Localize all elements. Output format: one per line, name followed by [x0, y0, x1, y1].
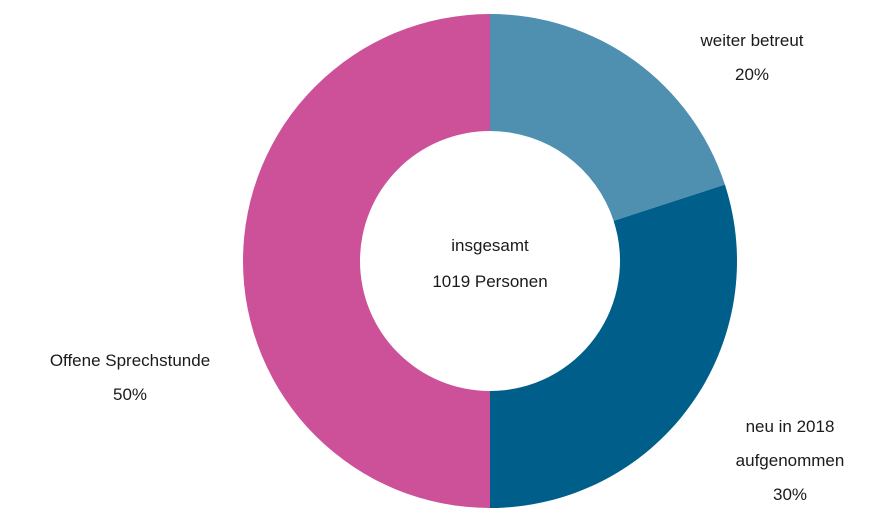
center-line: insgesamt — [451, 236, 529, 255]
slice-name: weiter betreut — [700, 31, 804, 50]
slice-label: Offene Sprechstunde 50% — [0, 344, 260, 412]
slice-label: weiter betreut 20% — [652, 24, 852, 92]
donut-slice — [490, 184, 737, 508]
slice-value: 30% — [772, 485, 808, 504]
slice-name: neu in 2018 aufgenommen — [735, 417, 845, 470]
slice-label: neu in 2018 aufgenommen 30% — [715, 410, 865, 512]
slice-name: Offene Sprechstunde — [49, 351, 211, 370]
donut-slice — [243, 14, 490, 508]
slice-value: 20% — [734, 65, 770, 84]
slice-value: 50% — [112, 385, 148, 404]
center-line: 1019 Personen — [432, 272, 548, 291]
center-label: insgesamt 1019 Personen — [432, 228, 547, 300]
donut-slice — [490, 14, 725, 221]
